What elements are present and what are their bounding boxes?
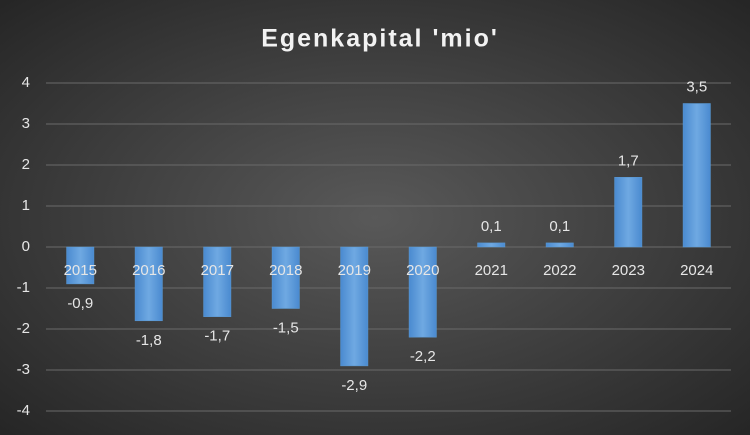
x-tick-label: 2016 <box>132 262 165 279</box>
y-tick-label: -1 <box>17 279 30 296</box>
y-tick-label: 4 <box>22 74 30 91</box>
bar <box>203 246 232 317</box>
value-label: -1,7 <box>204 328 230 345</box>
bar <box>134 246 163 322</box>
value-label: -2,9 <box>341 377 367 394</box>
bar <box>545 242 574 248</box>
y-tick-label: -4 <box>17 402 30 419</box>
value-label: 3,5 <box>686 78 707 95</box>
value-label: -2,2 <box>410 348 436 365</box>
y-tick-label: 0 <box>22 238 30 255</box>
value-label: -1,8 <box>136 332 162 349</box>
bar <box>66 246 95 285</box>
x-tick-label: 2015 <box>64 262 97 279</box>
value-label: -1,5 <box>273 319 299 336</box>
bar <box>614 177 643 248</box>
x-tick-label: 2021 <box>475 262 508 279</box>
x-tick-label: 2020 <box>406 262 439 279</box>
bar <box>408 246 437 338</box>
value-label: 0,1 <box>481 218 502 235</box>
bar <box>271 246 300 309</box>
chart-title: Egenkapital 'mio' <box>261 25 499 53</box>
value-label: -0,9 <box>67 295 93 312</box>
bar <box>682 103 711 248</box>
bar <box>340 246 369 367</box>
y-tick-label: 2 <box>22 156 30 173</box>
y-tick-label: -2 <box>17 320 30 337</box>
value-label: 0,1 <box>549 218 570 235</box>
x-tick-label: 2017 <box>201 262 234 279</box>
y-tick-label: -3 <box>17 361 30 378</box>
value-label: 1,7 <box>618 152 639 169</box>
x-tick-label: 2024 <box>680 262 713 279</box>
x-tick-label: 2018 <box>269 262 302 279</box>
bar <box>477 242 506 248</box>
x-tick-label: 2023 <box>612 262 645 279</box>
y-tick-label: 1 <box>22 197 30 214</box>
x-tick-label: 2022 <box>543 262 576 279</box>
y-tick-label: 3 <box>22 115 30 132</box>
x-tick-label: 2019 <box>338 262 371 279</box>
